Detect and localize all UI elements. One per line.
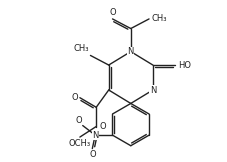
Text: CH₃: CH₃ <box>152 14 168 23</box>
Text: CH₃: CH₃ <box>74 44 89 53</box>
Text: O: O <box>100 122 106 131</box>
Text: O: O <box>109 8 116 17</box>
Text: N: N <box>92 131 98 140</box>
Text: N: N <box>128 47 134 56</box>
Text: O: O <box>89 150 96 159</box>
Text: O: O <box>71 93 78 102</box>
Text: HO: HO <box>178 61 191 69</box>
Text: N: N <box>150 86 156 94</box>
Text: OCH₃: OCH₃ <box>69 139 91 148</box>
Text: O: O <box>75 116 82 125</box>
